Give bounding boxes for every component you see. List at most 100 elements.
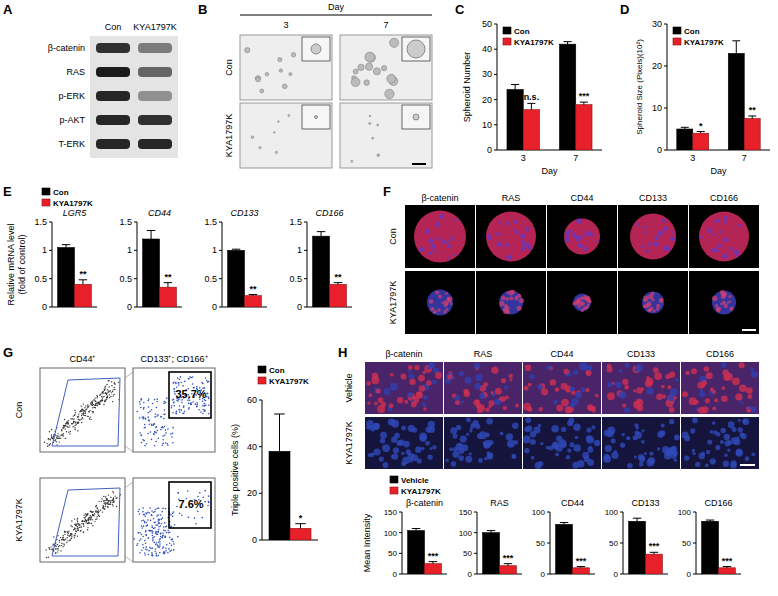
- event: [202, 413, 204, 415]
- y-tick: [399, 553, 402, 554]
- cell: [531, 456, 535, 460]
- event: [143, 408, 145, 410]
- event: [91, 404, 92, 405]
- error-cap: [748, 115, 756, 116]
- event: [111, 392, 112, 393]
- cell: [635, 431, 640, 436]
- event: [62, 539, 63, 540]
- nucleus: [443, 310, 446, 313]
- y-tick: [399, 512, 402, 513]
- legend-swatch: [258, 377, 266, 384]
- event: [165, 526, 167, 528]
- event: [109, 394, 110, 395]
- nucleus: [719, 230, 722, 233]
- spheroid: [414, 211, 466, 263]
- event: [55, 552, 56, 553]
- event: [74, 415, 75, 416]
- event: [200, 411, 202, 413]
- nucleus: [523, 243, 528, 248]
- event: [160, 519, 162, 521]
- cell: [646, 459, 654, 467]
- bar: [576, 105, 592, 150]
- micrograph: [523, 417, 601, 469]
- error-stem: [321, 232, 322, 237]
- event: [87, 406, 88, 407]
- event: [102, 391, 103, 392]
- bar: [313, 236, 330, 307]
- event: [156, 426, 158, 428]
- event: [206, 380, 208, 382]
- event: [167, 552, 169, 554]
- cell: [465, 377, 472, 384]
- y-tick: [134, 307, 137, 308]
- event: [95, 404, 96, 405]
- event: [161, 511, 163, 513]
- legend-label: Con: [514, 27, 530, 36]
- nucleus: [514, 220, 518, 224]
- event: [100, 394, 101, 395]
- event: [166, 532, 168, 534]
- event: [149, 420, 151, 422]
- event: [112, 391, 113, 392]
- cell: [478, 458, 483, 463]
- nucleus: [442, 240, 447, 245]
- y-tick-label: 0: [468, 570, 473, 579]
- cell: [724, 440, 730, 446]
- event: [154, 445, 156, 447]
- cell: [539, 407, 543, 411]
- cell: [540, 442, 543, 445]
- event: [190, 403, 192, 405]
- event: [103, 503, 104, 504]
- bar-chart: 050100150***RAS: [459, 498, 522, 579]
- event: [110, 504, 111, 505]
- event: [154, 511, 156, 513]
- gate-label: CD44⁺: [69, 354, 95, 364]
- event: [74, 425, 75, 426]
- event: [90, 419, 91, 420]
- event: [190, 403, 192, 405]
- legend-swatch: [42, 188, 50, 195]
- event: [60, 550, 61, 551]
- event: [55, 548, 56, 549]
- marks: [408, 529, 442, 574]
- event: [93, 515, 94, 516]
- event: [60, 437, 61, 438]
- micrograph: [444, 417, 522, 469]
- event: [176, 413, 178, 415]
- cell: [469, 452, 472, 455]
- event: [103, 496, 104, 497]
- event: [113, 394, 114, 395]
- bar-chart: 050100***CD44: [532, 498, 595, 579]
- event: [98, 511, 99, 512]
- micrograph: [240, 35, 332, 100]
- event: [66, 542, 67, 543]
- spheroid: [278, 58, 282, 62]
- cell: [721, 395, 728, 402]
- cell: [379, 456, 384, 461]
- event: [53, 536, 54, 537]
- bar-chart: 010203037***DaySpheroid Size (Pixels)(10…: [635, 19, 770, 176]
- y-tick-label: 10: [482, 120, 492, 130]
- cell: [420, 435, 427, 442]
- event: [76, 519, 77, 520]
- event: [166, 443, 168, 445]
- event: [53, 543, 54, 544]
- event: [94, 513, 95, 514]
- y-tick: [494, 124, 497, 125]
- event: [70, 418, 71, 419]
- nucleus: [429, 238, 432, 241]
- y-tick-label: 30: [652, 19, 662, 29]
- legend-swatch: [42, 199, 50, 206]
- event: [68, 531, 69, 532]
- event: [58, 546, 59, 547]
- cell: [372, 372, 379, 379]
- event: [177, 377, 179, 379]
- cell: [530, 374, 535, 379]
- cell: [654, 372, 662, 380]
- event: [85, 522, 86, 523]
- cell: [411, 399, 414, 402]
- event: [143, 525, 145, 527]
- nucleus: [419, 247, 424, 252]
- event: [78, 523, 79, 524]
- nucleus: [445, 292, 448, 295]
